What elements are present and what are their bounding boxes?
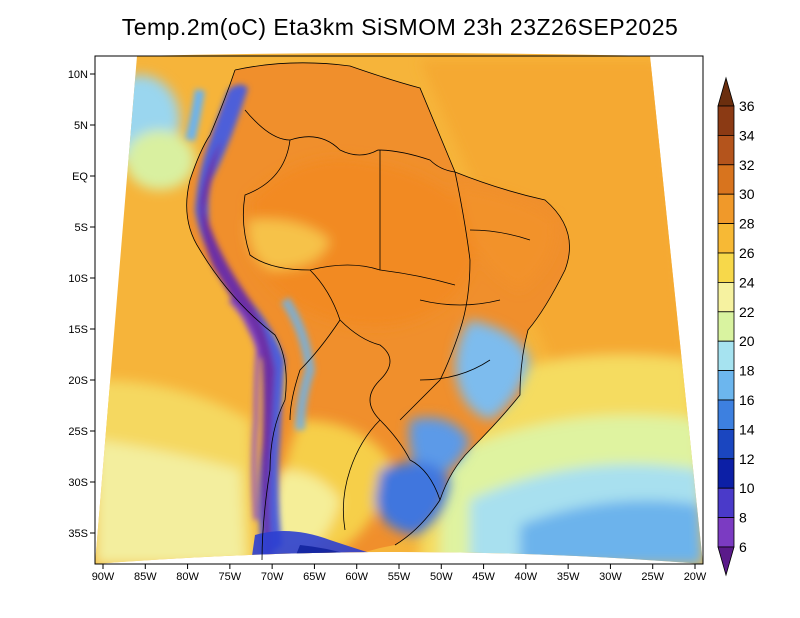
- colorbar-swatch: [717, 164, 735, 195]
- colorbar-swatch: [717, 252, 735, 283]
- lon-tick-label: 85W: [134, 571, 157, 583]
- colorbar-label: 20: [739, 333, 755, 349]
- lon-tick-label: 30W: [599, 571, 622, 583]
- colorbar-swatch: [717, 281, 735, 313]
- colorbar-swatch: [717, 134, 735, 166]
- lon-tick-label: 90W: [92, 571, 115, 583]
- colorbar-label: 12: [739, 451, 755, 467]
- lon-tick-label: 80W: [176, 571, 199, 583]
- lat-tick-label: 15S: [68, 324, 88, 336]
- colorbar: 36 34 32 30 28 26 24 22 20 18 16 14 12 10 8 6: [717, 76, 755, 577]
- lat-tick-label: EQ: [72, 171, 88, 183]
- map-title: Temp.2m(oC) Eta3km SiSMOM 23h 23Z26SEP20…: [121, 14, 679, 40]
- lat-tick-label: 30S: [68, 477, 88, 489]
- lat-tick-label: 5S: [75, 222, 88, 234]
- colorbar-label: 6: [739, 539, 747, 555]
- lon-tick-label: 65W: [303, 571, 326, 583]
- colorbar-label: 14: [739, 421, 755, 437]
- colorbar-swatch: [717, 105, 735, 136]
- colorbar-label: 26: [739, 245, 755, 261]
- colorbar-label: 22: [739, 304, 755, 320]
- colorbar-swatch: [717, 428, 735, 460]
- lon-tick-label: 50W: [430, 571, 453, 583]
- colorbar-label: 30: [739, 186, 755, 202]
- colorbar-swatch: [717, 458, 735, 489]
- lon-tick-label: 55W: [388, 571, 411, 583]
- colorbar-swatch: [717, 399, 735, 430]
- lat-tick-label: 35S: [68, 528, 88, 540]
- colorbar-swatch: [717, 340, 735, 372]
- colorbar-swatch: [717, 193, 735, 224]
- latitude-axis: 10N 5N EQ 5S 10S 15S 20S 25S 30S 35S: [68, 69, 95, 540]
- lon-tick-label: 70W: [261, 571, 284, 583]
- colorbar-label: 36: [739, 98, 755, 114]
- colorbar-label: 24: [739, 274, 755, 290]
- colorbar-label: 16: [739, 392, 755, 408]
- lon-tick-label: 75W: [219, 571, 242, 583]
- longitude-axis: 90W 85W 80W 75W 70W 65W 60W 55W 50W 45W 40W 35W 30W 2…: [92, 564, 707, 583]
- lon-tick-label: 35W: [557, 571, 580, 583]
- lat-tick-label: 25S: [68, 426, 88, 438]
- colorbar-swatch: [717, 223, 735, 254]
- lon-tick-label: 45W: [472, 571, 495, 583]
- colorbar-label: 8: [739, 510, 747, 526]
- lon-tick-label: 25W: [641, 571, 664, 583]
- lat-tick-label: 10N: [68, 69, 88, 81]
- colorbar-swatch: [717, 370, 735, 401]
- colorbar-swatch: [717, 311, 735, 342]
- colorbar-label: 34: [739, 127, 755, 143]
- colorbar-label: 32: [739, 157, 755, 173]
- colorbar-swatch: [717, 487, 735, 519]
- lon-tick-label: 40W: [515, 571, 538, 583]
- lat-tick-label: 20S: [68, 375, 88, 387]
- lat-tick-label: 10S: [68, 273, 88, 285]
- temperature-field: [95, 53, 703, 564]
- colorbar-min-arrow: [717, 546, 735, 577]
- lon-tick-label: 20W: [684, 571, 707, 583]
- colorbar-swatch: [717, 517, 735, 548]
- colorbar-label: 18: [739, 363, 755, 379]
- colorbar-label: 28: [739, 216, 755, 232]
- lon-tick-label: 60W: [345, 571, 368, 583]
- colorbar-label: 10: [739, 480, 755, 496]
- country-boundaries: [186, 62, 570, 561]
- colorbar-max-arrow: [717, 76, 735, 107]
- lat-tick-label: 5N: [74, 120, 88, 132]
